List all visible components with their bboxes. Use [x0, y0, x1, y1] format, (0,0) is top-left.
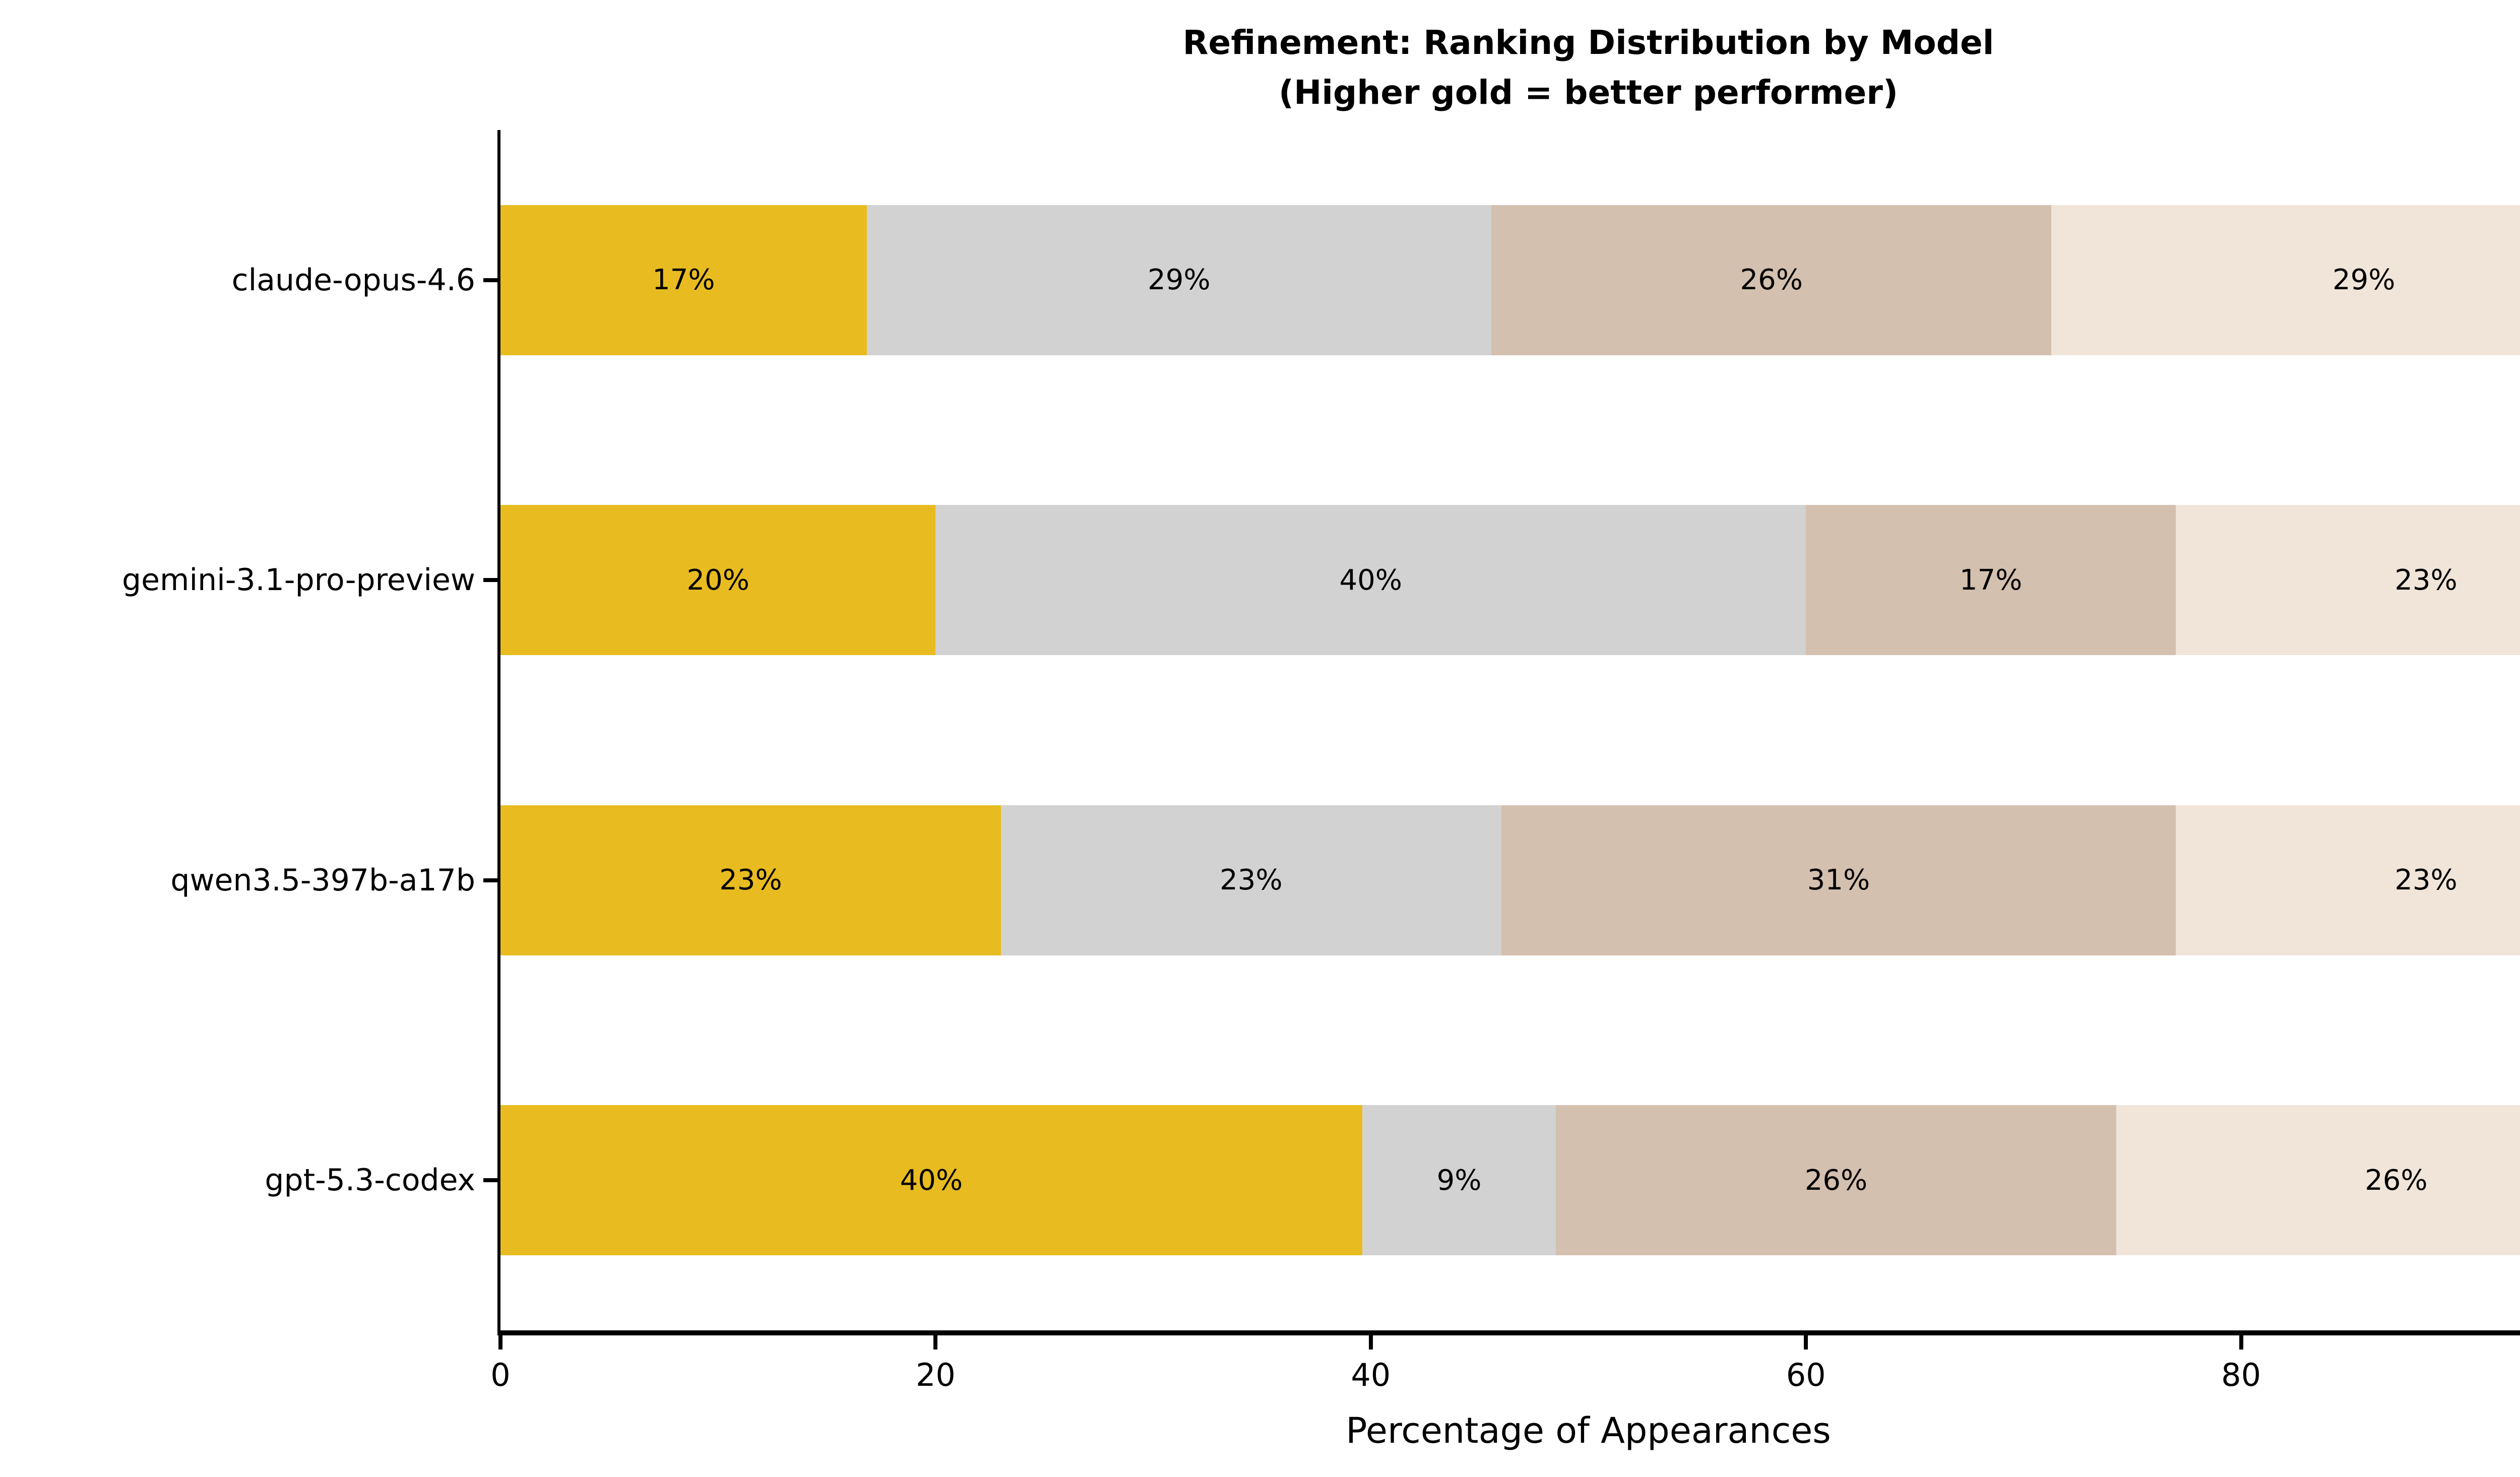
chart-title-line1: Refinement: Ranking Distribution by Mode…: [1182, 23, 1994, 62]
chart-title-line2: (Higher gold = better performer): [1278, 73, 1899, 112]
bar-segment-1st: 23%: [500, 805, 1001, 955]
chart-title: Refinement: Ranking Distribution by Mode…: [497, 18, 2520, 117]
bar-segment-3rd: 31%: [1501, 805, 2176, 955]
y-tick-mark: [483, 578, 497, 583]
x-tick-mark: [2239, 1335, 2243, 1350]
stacked-bar: 17% 29% 26% 29%: [500, 205, 2520, 355]
bar-segment-3rd: 17%: [1806, 505, 2176, 656]
x-tick-label: 40: [1351, 1357, 1391, 1393]
x-axis-title: Percentage of Appearances: [1346, 1410, 1831, 1451]
bar-row: 20% 40% 17% 23%: [500, 430, 2520, 731]
bar-segment-3rd: 26%: [1556, 1105, 2116, 1256]
bar-segment-label: 23%: [719, 864, 782, 897]
bar-segment-label: 26%: [1740, 264, 1803, 297]
bar-segment-4th: 29%: [2051, 205, 2520, 355]
bar-segment-3rd: 26%: [1491, 205, 2052, 355]
x-tick-label: 60: [1786, 1357, 1826, 1393]
x-tick-mark: [1804, 1335, 1808, 1350]
bar-segment-1st: 40%: [500, 1105, 1362, 1256]
y-axis-label: claude-opus-4.6: [231, 262, 475, 298]
bars: 17% 29% 26% 29% 20% 40% 17% 23% 23% 23% 31% 23% 40% 9…: [500, 130, 2520, 1330]
bar-segment-label: 29%: [1148, 264, 1211, 297]
y-axis-label: gemini-3.1-pro-preview: [122, 562, 475, 598]
bar-segment-label: 23%: [2395, 864, 2458, 897]
x-tick-label: 20: [915, 1357, 956, 1393]
x-tick-mark: [1368, 1335, 1373, 1350]
y-axis-label: qwen3.5-397b-a17b: [170, 862, 475, 898]
bar-row: 40% 9% 26% 26%: [500, 1031, 2520, 1331]
bar-row: 23% 23% 31% 23%: [500, 730, 2520, 1031]
bar-segment-label: 31%: [1807, 864, 1870, 897]
stacked-bar: 40% 9% 26% 26%: [500, 1105, 2520, 1256]
bar-segment-label: 26%: [2365, 1164, 2428, 1197]
bar-segment-4th: 26%: [2116, 1105, 2520, 1256]
stacked-bar: 23% 23% 31% 23%: [500, 805, 2520, 955]
bar-segment-label: 17%: [652, 264, 715, 297]
bar-segment-label: 26%: [1804, 1164, 1868, 1197]
bar-segment-label: 20%: [686, 563, 749, 597]
bar-segment-2nd: 40%: [935, 505, 1806, 656]
y-tick-mark: [483, 278, 497, 282]
plot-area: 17% 29% 26% 29% 20% 40% 17% 23% 23% 23% 31% 23% 40% 9…: [122, 130, 2520, 1451]
bar-segment-2nd: 29%: [866, 205, 1492, 355]
bar-segment-1st: 17%: [500, 205, 867, 355]
bar-segment-label: 29%: [2332, 264, 2396, 297]
x-tick-mark: [933, 1335, 938, 1350]
bar-segment-label: 40%: [900, 1164, 963, 1197]
y-tick-mark: [483, 1178, 497, 1183]
x-tick-label: 80: [2221, 1357, 2261, 1393]
bar-segment-label: 17%: [1959, 563, 2023, 597]
bar-segment-label: 23%: [1220, 864, 1283, 897]
bar-segment-label: 23%: [2395, 563, 2458, 597]
bar-segment-label: 40%: [1339, 563, 1403, 597]
stacked-bar: 20% 40% 17% 23%: [500, 505, 2520, 656]
x-tick-mark: [498, 1335, 502, 1350]
bar-segment-4th: 23%: [2176, 805, 2520, 955]
bar-segment-4th: 23%: [2176, 505, 2520, 656]
bar-segment-2nd: 23%: [1000, 805, 1501, 955]
y-axis-label: gpt-5.3-codex: [265, 1163, 475, 1198]
bar-segment-1st: 20%: [500, 505, 936, 656]
bar-segment-label: 9%: [1436, 1164, 1482, 1197]
bar-row: 17% 29% 26% 29%: [500, 130, 2520, 430]
y-tick-mark: [483, 878, 497, 882]
bar-segment-2nd: 9%: [1362, 1105, 1556, 1256]
x-tick-label: 0: [490, 1357, 511, 1393]
